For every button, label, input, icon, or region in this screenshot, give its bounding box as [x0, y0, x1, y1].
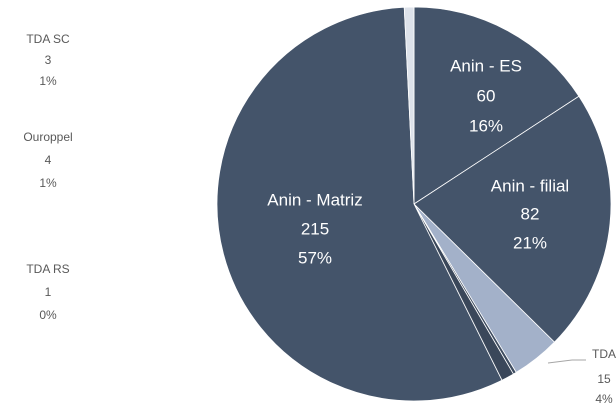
- slice-label: Anin - Matriz: [267, 190, 362, 209]
- slice-label: TDA: [592, 347, 616, 361]
- slice-label: TDA SC: [26, 32, 70, 46]
- slice-percent: 4%: [595, 392, 613, 406]
- pie-slice: [216, 6, 503, 402]
- leader-line: [547, 359, 573, 364]
- slice-percent: 57%: [298, 248, 332, 267]
- slice-value: 215: [301, 219, 329, 238]
- slice-value: 4: [45, 153, 52, 167]
- pie-slice: [413, 95, 612, 343]
- slice-label: Anin - filial: [491, 176, 569, 195]
- slice-percent: 0%: [39, 308, 57, 322]
- slice-label: Ouroppel: [23, 130, 72, 144]
- slice-label: TDA RS: [26, 262, 69, 276]
- slice-value: 82: [521, 204, 540, 223]
- slice-value: 60: [477, 86, 496, 105]
- slice-percent: 16%: [469, 116, 503, 135]
- pie-slice: [413, 6, 580, 205]
- slice-value: 3: [45, 53, 52, 67]
- slice-value: 1: [45, 285, 52, 299]
- slice-label: Anin - ES: [450, 56, 522, 75]
- slice-percent: 1%: [39, 74, 57, 88]
- slice-percent: 21%: [513, 233, 547, 252]
- pie-slice: [403, 6, 415, 205]
- slice-value: 15: [597, 372, 611, 386]
- slice-percent: 1%: [39, 176, 57, 190]
